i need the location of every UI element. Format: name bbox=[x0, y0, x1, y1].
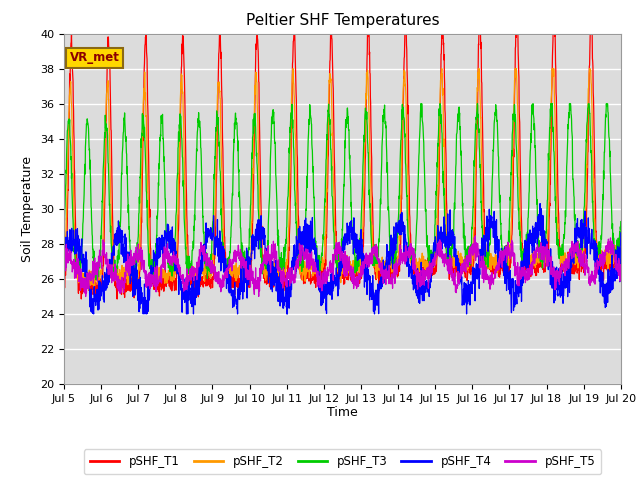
pSHF_T1 bbox=[617, 261, 625, 266]
pSHF_T5 bbox=[472, 233, 479, 239]
pSHF_T2 bbox=[216, 89, 223, 95]
Line: pSHF_T1: pSHF_T1 bbox=[64, 25, 621, 299]
pSHF_T2 bbox=[60, 270, 68, 276]
pSHF_T2 bbox=[371, 257, 379, 263]
pSHF_T1 bbox=[371, 268, 379, 274]
Line: pSHF_T5: pSHF_T5 bbox=[64, 236, 621, 297]
pSHF_T1 bbox=[216, 30, 223, 36]
pSHF_T5 bbox=[584, 270, 591, 276]
pSHF_T5 bbox=[505, 245, 513, 251]
Line: pSHF_T3: pSHF_T3 bbox=[64, 104, 621, 280]
pSHF_T3 bbox=[216, 151, 223, 157]
pSHF_T5 bbox=[82, 294, 90, 300]
pSHF_T5 bbox=[568, 239, 576, 244]
pSHF_T3 bbox=[584, 111, 591, 117]
pSHF_T1 bbox=[359, 247, 367, 253]
Line: pSHF_T2: pSHF_T2 bbox=[64, 69, 621, 290]
pSHF_T2 bbox=[289, 66, 297, 72]
pSHF_T4 bbox=[504, 281, 512, 287]
pSHF_T3 bbox=[505, 228, 513, 234]
pSHF_T1 bbox=[505, 264, 513, 270]
pSHF_T4 bbox=[90, 311, 97, 317]
pSHF_T3 bbox=[371, 252, 379, 258]
pSHF_T4 bbox=[584, 236, 591, 241]
pSHF_T3 bbox=[568, 132, 576, 138]
Line: pSHF_T4: pSHF_T4 bbox=[64, 204, 621, 314]
Text: VR_met: VR_met bbox=[70, 51, 120, 64]
pSHF_T2 bbox=[584, 133, 591, 139]
pSHF_T5 bbox=[371, 249, 379, 255]
pSHF_T3 bbox=[92, 277, 100, 283]
pSHF_T2 bbox=[359, 223, 367, 228]
pSHF_T1 bbox=[60, 285, 68, 291]
Y-axis label: Soil Temperature: Soil Temperature bbox=[22, 156, 35, 262]
pSHF_T4 bbox=[216, 246, 223, 252]
Title: Peltier SHF Temperatures: Peltier SHF Temperatures bbox=[246, 13, 439, 28]
pSHF_T2 bbox=[568, 261, 576, 267]
pSHF_T4 bbox=[568, 259, 576, 265]
pSHF_T5 bbox=[216, 284, 223, 289]
pSHF_T3 bbox=[60, 228, 68, 234]
pSHF_T4 bbox=[359, 270, 367, 276]
pSHF_T5 bbox=[359, 270, 367, 276]
pSHF_T2 bbox=[505, 263, 513, 268]
pSHF_T1 bbox=[584, 172, 591, 178]
pSHF_T5 bbox=[60, 254, 68, 260]
pSHF_T2 bbox=[617, 239, 625, 244]
pSHF_T1 bbox=[113, 296, 121, 302]
X-axis label: Time: Time bbox=[327, 407, 358, 420]
pSHF_T1 bbox=[290, 22, 298, 28]
pSHF_T1 bbox=[568, 252, 576, 258]
pSHF_T3 bbox=[617, 219, 625, 225]
Legend: pSHF_T1, pSHF_T2, pSHF_T3, pSHF_T4, pSHF_T5: pSHF_T1, pSHF_T2, pSHF_T3, pSHF_T4, pSHF… bbox=[84, 449, 601, 474]
pSHF_T3 bbox=[359, 178, 367, 183]
pSHF_T5 bbox=[617, 262, 625, 268]
pSHF_T2 bbox=[85, 287, 93, 293]
pSHF_T4 bbox=[371, 293, 379, 299]
pSHF_T4 bbox=[60, 264, 68, 269]
pSHF_T4 bbox=[536, 201, 544, 206]
pSHF_T3 bbox=[417, 101, 425, 107]
pSHF_T4 bbox=[617, 230, 625, 236]
